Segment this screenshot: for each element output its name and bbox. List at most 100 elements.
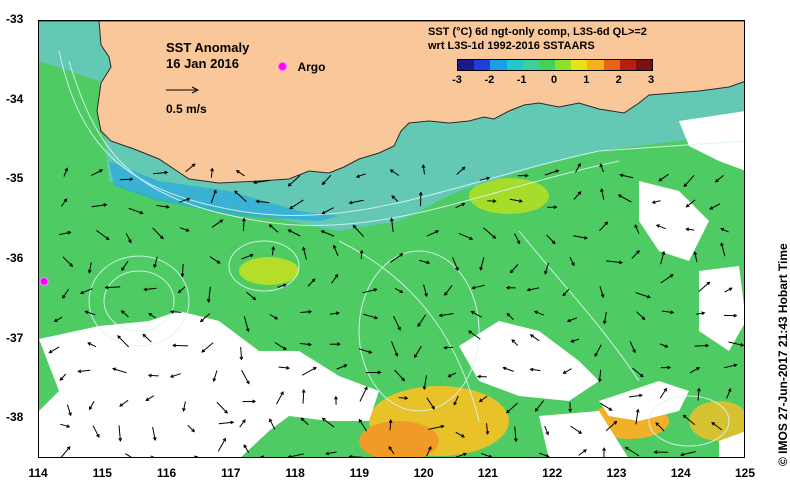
product-description: SST (°C) 6d ngt-only comp, L3S-6d QL>=2 <box>428 26 647 38</box>
current-vector-head <box>418 191 423 196</box>
current-vector <box>711 422 723 431</box>
current-vector <box>659 388 667 399</box>
current-vector-head <box>562 370 567 374</box>
current-vector-head <box>571 262 575 267</box>
current-vector-head <box>578 430 583 434</box>
current-vector-head <box>599 163 604 168</box>
x-tick-label: 115 <box>92 466 112 480</box>
current-vector <box>655 422 665 432</box>
current-vector-head <box>172 343 177 348</box>
current-vector <box>278 366 290 369</box>
current-vector <box>148 313 157 319</box>
current-vector-head <box>486 176 491 181</box>
current-vector-head <box>447 373 452 378</box>
current-vector-head <box>555 169 560 174</box>
current-vector-head <box>169 310 174 314</box>
current-vector <box>178 286 186 293</box>
current-vector-head <box>334 273 339 278</box>
colorbar-swatch <box>587 60 604 70</box>
current-vector-head <box>545 431 549 436</box>
current-vector-head <box>234 190 238 195</box>
current-vector-head <box>389 169 394 173</box>
current-vector <box>631 250 640 259</box>
current-vector-head <box>103 203 108 207</box>
current-vector-head <box>301 388 306 393</box>
current-vector <box>720 228 729 233</box>
current-vector-head <box>271 245 276 250</box>
current-vector-head <box>53 318 58 322</box>
current-vector-head <box>193 455 198 457</box>
current-vector-head <box>618 260 623 265</box>
current-vector-head <box>201 349 206 353</box>
current-vector-head <box>658 177 663 182</box>
current-vector-head <box>461 434 465 438</box>
current-vector-head <box>602 320 607 325</box>
current-vector-head <box>280 391 284 395</box>
current-vector-head <box>117 335 121 339</box>
current-vector <box>479 395 488 402</box>
current-vector-head <box>66 424 71 428</box>
current-vector-head <box>421 164 426 169</box>
current-vector <box>210 168 213 178</box>
current-vector <box>422 165 425 175</box>
current-vector-head <box>96 434 100 438</box>
current-vector <box>145 395 155 401</box>
map-date: 16 Jan 2016 <box>166 56 240 71</box>
current-vector-head <box>502 366 507 371</box>
current-vector <box>153 256 158 268</box>
current-vector <box>269 224 279 233</box>
current-vector <box>661 310 674 314</box>
current-vector <box>269 418 276 430</box>
current-vector <box>288 453 304 457</box>
current-vector <box>276 391 284 405</box>
current-vector <box>689 367 700 374</box>
current-vector-head <box>160 235 164 240</box>
current-vector <box>514 426 517 442</box>
current-vector-head <box>635 408 640 413</box>
current-vector-head <box>120 310 125 314</box>
current-vector <box>506 402 518 414</box>
current-vector-head <box>377 370 382 375</box>
current-vector-head <box>720 227 725 232</box>
colorbar-swatch <box>522 60 539 70</box>
current-vector-head <box>104 285 109 290</box>
current-vector-head <box>274 316 279 320</box>
current-vector-head <box>63 198 68 203</box>
current-vector <box>394 287 403 293</box>
current-vector <box>398 397 408 399</box>
current-vector-head <box>119 403 124 407</box>
current-vector-head <box>165 205 170 209</box>
current-vector <box>288 175 301 187</box>
current-vector <box>301 367 317 376</box>
current-vector <box>535 400 545 412</box>
current-vector-head <box>509 269 514 274</box>
current-vector-head <box>252 180 257 185</box>
current-vector <box>60 198 68 207</box>
current-vector <box>472 284 485 289</box>
current-vector <box>562 288 570 296</box>
current-vector <box>686 199 696 208</box>
current-vector-head <box>89 406 93 411</box>
current-vector-head <box>133 456 135 457</box>
current-vector-head <box>302 246 306 251</box>
current-vector <box>656 224 666 230</box>
current-vector <box>567 317 577 322</box>
current-vector <box>179 198 190 203</box>
current-vector-head <box>583 449 587 453</box>
current-vector <box>635 409 639 425</box>
current-vector-head <box>680 452 685 457</box>
current-vector-head <box>570 339 575 343</box>
current-vector <box>211 219 223 228</box>
current-vector-head <box>142 333 147 338</box>
current-vector-head <box>334 395 338 400</box>
current-vector <box>349 456 362 457</box>
current-vector <box>321 230 335 237</box>
current-vector <box>302 247 307 260</box>
current-vector-head <box>191 163 196 168</box>
current-vector-head <box>417 323 421 328</box>
current-vector-head <box>651 200 656 204</box>
current-vector <box>353 225 364 238</box>
current-vector <box>209 256 221 264</box>
current-vector-head <box>219 219 224 224</box>
current-vector-head <box>300 417 305 422</box>
